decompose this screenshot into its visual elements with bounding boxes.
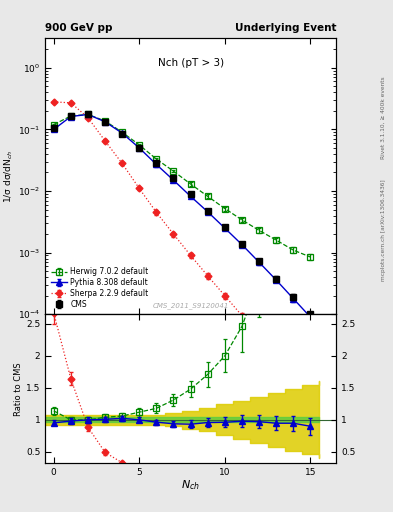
- Y-axis label: 1/σ dσ/dN$_{ch}$: 1/σ dσ/dN$_{ch}$: [3, 150, 15, 203]
- Text: Nch (pT > 3): Nch (pT > 3): [158, 58, 224, 68]
- Text: CMS_2011_S9120041: CMS_2011_S9120041: [152, 302, 229, 309]
- Text: mcplots.cern.ch [arXiv:1306.3436]: mcplots.cern.ch [arXiv:1306.3436]: [381, 180, 386, 281]
- Legend: Herwig 7.0.2 default, Pythia 8.308 default, Sherpa 2.2.9 default, CMS: Herwig 7.0.2 default, Pythia 8.308 defau…: [48, 265, 151, 311]
- X-axis label: $N_{ch}$: $N_{ch}$: [181, 479, 200, 493]
- Y-axis label: Ratio to CMS: Ratio to CMS: [14, 362, 23, 416]
- Text: Underlying Event: Underlying Event: [235, 23, 336, 33]
- Text: 900 GeV pp: 900 GeV pp: [45, 23, 113, 33]
- Text: Rivet 3.1.10, ≥ 400k events: Rivet 3.1.10, ≥ 400k events: [381, 76, 386, 159]
